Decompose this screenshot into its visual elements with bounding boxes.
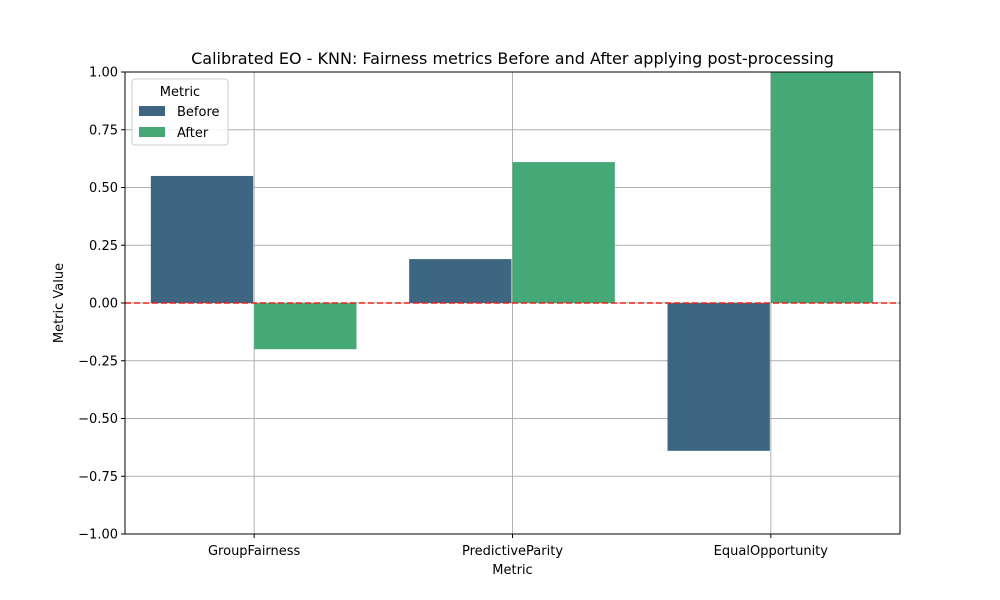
x-tick-label: EqualOpportunity <box>714 544 829 559</box>
bar-after-equalopportunity <box>770 72 874 303</box>
y-tick-label: −0.75 <box>78 470 118 485</box>
chart-title: Calibrated EO - KNN: Fairness metrics Be… <box>191 49 834 68</box>
y-axis-label: Metric Value <box>52 263 67 343</box>
y-axis-ticks: −1.00 −0.75 −0.50 −0.25 0.00 0.25 0.50 0.75 1.00 <box>78 66 125 543</box>
bar-after-groupfairness <box>254 303 357 350</box>
x-tick-label: PredictiveParity <box>462 544 563 559</box>
y-tick-label: 0.75 <box>89 123 118 138</box>
x-axis-ticks: GroupFairness PredictiveParity EqualOpport… <box>208 534 828 559</box>
y-tick-label: 0.00 <box>89 297 118 312</box>
y-tick-label: 1.00 <box>89 66 118 81</box>
legend-label-before: Before <box>177 105 220 120</box>
y-tick-label: 0.50 <box>89 181 118 196</box>
legend-title: Metric <box>160 85 200 100</box>
legend-swatch-before <box>139 106 165 116</box>
legend-items: Before After <box>139 105 220 141</box>
y-tick-label: −0.25 <box>78 354 118 369</box>
x-tick-label: GroupFairness <box>208 544 301 559</box>
y-tick-label: −0.50 <box>78 412 118 427</box>
y-tick-label: 0.25 <box>89 239 118 254</box>
bar-before-groupfairness <box>150 175 254 303</box>
bar-before-predictiveparity <box>409 259 512 303</box>
legend: Metric Before After <box>131 78 229 146</box>
legend-label-after: After <box>177 126 209 141</box>
bar-before-equalopportunity <box>667 303 770 451</box>
bar-after-predictiveparity <box>512 162 615 303</box>
legend-swatch-after <box>139 127 165 137</box>
y-tick-label: −1.00 <box>78 528 118 543</box>
bars <box>150 72 874 451</box>
x-axis-label: Metric <box>492 563 532 578</box>
